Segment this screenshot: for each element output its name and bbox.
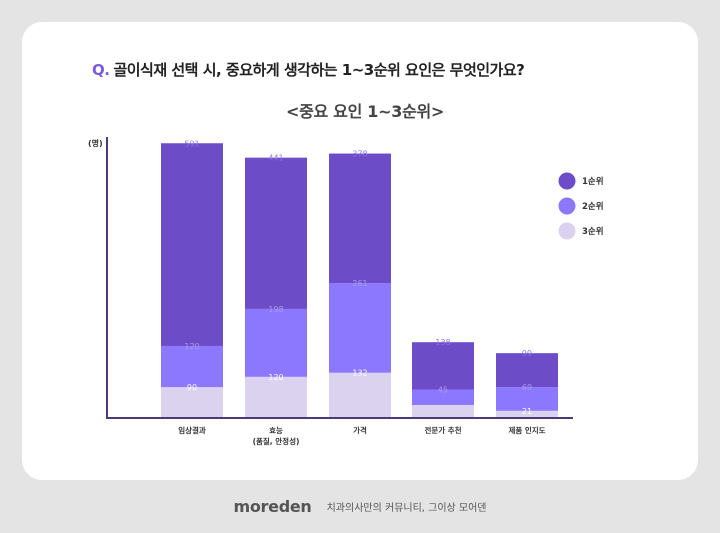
bar-segment-2순위 (329, 283, 391, 373)
bar-segment-1순위 (245, 157, 307, 309)
data-label: 591 (184, 139, 199, 148)
x-tick-label: 제품 인지도 (508, 425, 545, 435)
data-label: 99 (522, 349, 532, 358)
question-prefix: Q. (92, 61, 110, 79)
data-label: 90 (187, 383, 197, 392)
data-label: 132 (352, 369, 367, 378)
bar-segment-2순위 (245, 308, 307, 377)
bar-segment-1순위 (496, 353, 558, 388)
bar-segment-2순위 (161, 345, 223, 388)
data-label: 198 (268, 305, 283, 314)
data-label: 120 (184, 342, 199, 351)
legend-swatch (558, 197, 576, 215)
bar-segment-3순위 (412, 404, 474, 418)
data-label: 120 (268, 373, 283, 382)
x-tick-label: 효능 (269, 425, 283, 435)
data-label: 45 (438, 386, 448, 395)
bar-segment-3순위 (161, 387, 223, 418)
question-text: 골이식재 선택 시, 중요하게 생각하는 1~3순위 요인은 무엇인가요? (113, 61, 525, 79)
data-label: 21 (522, 407, 532, 416)
data-label: 261 (352, 279, 367, 288)
footer: moreden 치과의사만의 커뮤니티, 그이상 모어덴 (0, 496, 720, 516)
chart-title: <중요 요인 1~3순위> (285, 102, 445, 121)
footer-tagline: 치과의사만의 커뮤니티, 그이상 모어덴 (326, 503, 487, 514)
legend-label: 1순위 (582, 176, 604, 187)
bar-segment-3순위 (329, 372, 391, 418)
bar-segment-1순위 (412, 342, 474, 390)
question-heading: Q. 골이식재 선택 시, 중요하게 생각하는 1~3순위 요인은 무엇인가요? (92, 59, 525, 80)
bar-segment-2순위 (496, 387, 558, 411)
data-label: 441 (268, 154, 283, 163)
legend-swatch (558, 172, 576, 190)
bar-segment-2순위 (412, 389, 474, 405)
y-axis-label: (명) (88, 138, 103, 148)
data-label: 138 (435, 338, 450, 347)
x-tick-label: 가격 (353, 425, 367, 435)
bar-segment-1순위 (329, 153, 391, 284)
legend-label: 3순위 (582, 226, 604, 237)
bar-segment-1순위 (161, 143, 223, 346)
x-tick-label: (품질, 안정성) (253, 436, 300, 446)
bar-segment-3순위 (245, 376, 307, 418)
moreden-logo: moreden (233, 497, 312, 516)
legend-label: 2순위 (582, 201, 604, 212)
legend-swatch (558, 222, 576, 240)
bar-segment-3순위 (496, 410, 558, 418)
data-label: 378 (352, 150, 367, 159)
data-label: 69 (522, 383, 532, 392)
x-tick-label: 임상결과 (178, 425, 206, 435)
x-tick-label: 전문가 추천 (424, 425, 461, 435)
